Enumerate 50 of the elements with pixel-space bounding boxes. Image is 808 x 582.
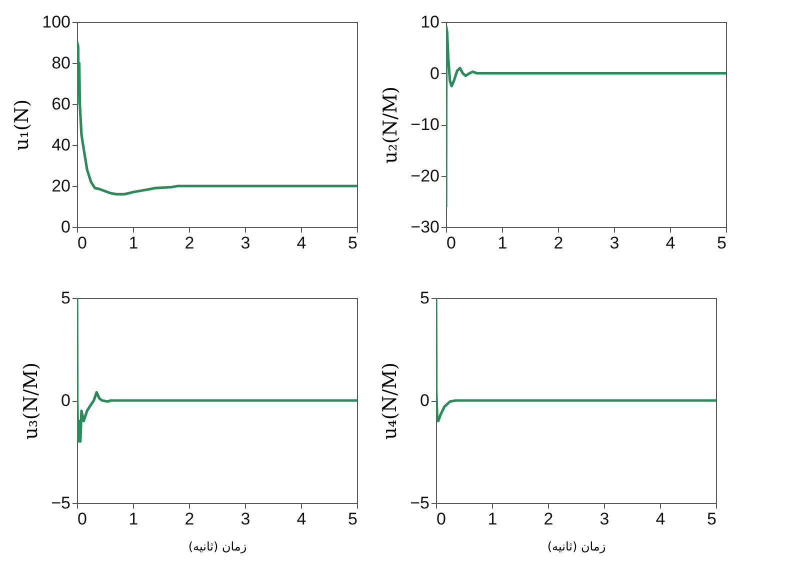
x-tick-label: 5 — [717, 234, 726, 252]
y-tick-label: 20 — [52, 176, 70, 196]
x-tick-label: 1 — [488, 510, 498, 528]
line-series — [436, 298, 716, 422]
x-tick-label: 3 — [240, 234, 250, 252]
x-tick-label: 4 — [296, 510, 306, 528]
y-tick-label: 0 — [61, 218, 70, 236]
y-tick-label: −20 — [410, 166, 440, 186]
x-tick-label: 2 — [184, 510, 194, 528]
x-tick-label: 0 — [78, 510, 87, 528]
y-tick-label: 80 — [52, 54, 70, 72]
y-tick-label: 5 — [420, 288, 430, 308]
y-tick-label: 60 — [52, 94, 70, 114]
y-tick-label: 100 — [42, 12, 70, 32]
x-tick-label: 0 — [78, 234, 87, 252]
x-tick-label: 3 — [610, 234, 620, 252]
line-series — [77, 298, 357, 443]
x-tick-label: 4 — [666, 234, 676, 252]
x-tick-label: 2 — [544, 510, 554, 528]
x-tick-label: 5 — [348, 510, 358, 528]
x-tick-label: 2 — [554, 234, 564, 252]
x-tick-label: 0 — [446, 234, 456, 252]
y-axis-title: u₂(N/M) — [380, 86, 402, 164]
y-tick-label: 10 — [420, 12, 440, 32]
x-tick-label: 5 — [707, 510, 716, 528]
x-axis-title: زمان (ثانیه) — [547, 540, 606, 554]
x-tick-label: 3 — [600, 510, 610, 528]
x-tick-label: 2 — [184, 234, 194, 252]
y-tick-label: −5 — [410, 494, 430, 512]
y-axis-title: u₄(N/M) — [379, 362, 402, 440]
y-tick-label: −30 — [410, 218, 440, 236]
x-tick-label: 4 — [656, 510, 666, 528]
x-tick-label: 5 — [348, 234, 358, 252]
y-tick-label: 0 — [420, 391, 430, 410]
y-tick-label: 0 — [430, 64, 440, 83]
line-series — [446, 26, 726, 208]
line-series — [77, 41, 357, 196]
y-tick-label: 0 — [61, 391, 70, 410]
y-tick-label: 5 — [61, 288, 70, 308]
x-tick-label: 1 — [128, 234, 138, 252]
x-tick-label: 1 — [128, 510, 138, 528]
y-tick-label: −5 — [51, 494, 70, 512]
x-tick-label: 1 — [498, 234, 508, 252]
y-tick-label: −10 — [410, 115, 440, 134]
x-axis-title: زمان (ثانیه) — [188, 540, 247, 554]
x-tick-label: 4 — [296, 234, 306, 252]
y-axis-title: u₃(N/M) — [20, 362, 42, 440]
x-tick-label: 3 — [240, 510, 250, 528]
y-tick-label: 40 — [52, 136, 70, 154]
y-axis-title: u₁(N) — [11, 99, 34, 151]
